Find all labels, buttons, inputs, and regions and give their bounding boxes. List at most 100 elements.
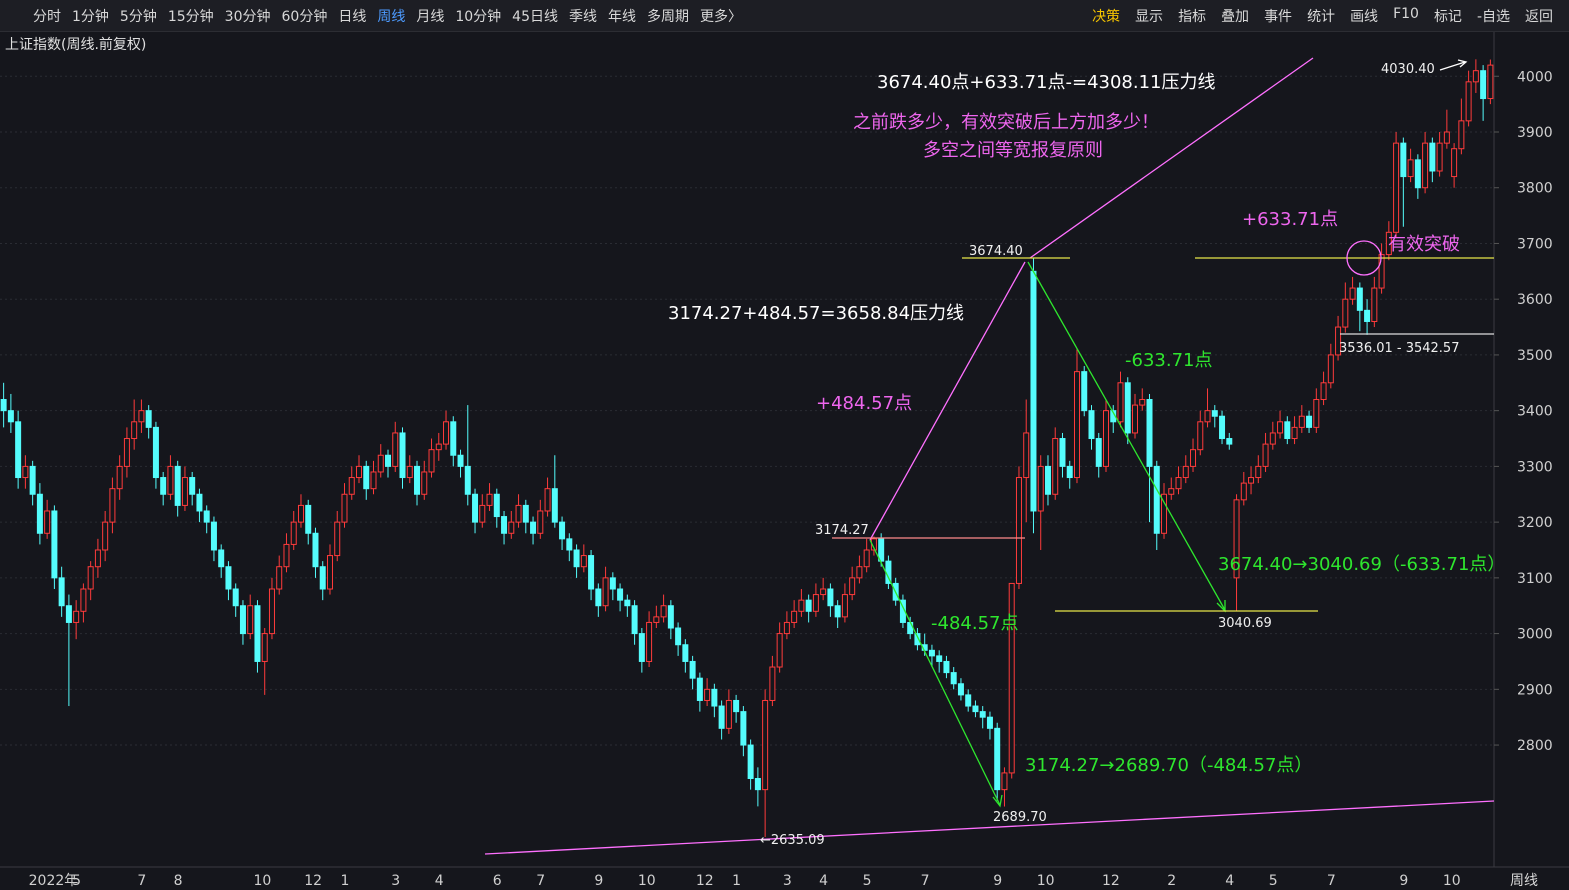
candle-body xyxy=(1269,432,1276,445)
candle-body xyxy=(36,493,43,534)
breakout-circle xyxy=(1346,240,1382,276)
candle-body xyxy=(65,605,72,623)
period-tab[interactable]: 季线 xyxy=(568,8,597,25)
y-tick-label: 3800 xyxy=(1517,181,1553,197)
candle-body xyxy=(1153,465,1160,534)
candle-body xyxy=(1073,371,1080,479)
candle-body xyxy=(631,605,638,635)
period-tab[interactable]: 分时 xyxy=(33,8,61,25)
tool-button[interactable]: 画线 xyxy=(1350,8,1379,25)
candle-body xyxy=(856,566,863,579)
candle-body xyxy=(1226,438,1233,445)
candle-body xyxy=(1095,438,1102,467)
candle-body xyxy=(994,727,1001,791)
candle-body xyxy=(1356,287,1363,311)
candle-body xyxy=(588,555,595,590)
period-tab[interactable]: 月线 xyxy=(416,8,445,25)
candle-body xyxy=(530,521,537,534)
toolbar: 分时 1分钟 5分钟 15分钟 30分钟 60分钟 日线 周线 月线 10分钟 45日线 季线 年线 多周… xyxy=(0,0,1569,32)
candle-body xyxy=(152,426,159,479)
candle-body xyxy=(1284,421,1291,440)
period-tab[interactable]: 15分钟 xyxy=(167,8,214,25)
candle-body xyxy=(189,477,196,495)
period-tab[interactable]: 10分钟 xyxy=(455,8,502,25)
candle-body xyxy=(725,699,732,729)
candle-body xyxy=(1364,309,1371,322)
candle-body xyxy=(1465,81,1472,122)
candle-body xyxy=(812,594,819,612)
candle-body xyxy=(181,477,188,506)
candle-body xyxy=(1436,142,1443,172)
candle-body xyxy=(805,599,812,612)
candle-body xyxy=(1335,326,1342,356)
candle-body xyxy=(595,588,602,607)
candle-body xyxy=(1480,70,1487,100)
x-tick-label: 9 xyxy=(1399,873,1408,889)
period-tab[interactable]: 更多〉 xyxy=(699,8,742,25)
candle-body xyxy=(1066,465,1073,479)
period-tab[interactable]: 周线 xyxy=(377,8,406,25)
period-tab[interactable]: 45日线 xyxy=(512,8,558,25)
candle-body xyxy=(537,510,544,534)
tool-button[interactable]: 标记 xyxy=(1433,8,1462,25)
candle-body xyxy=(1313,399,1320,428)
candle-body xyxy=(1139,399,1146,406)
y-tick-label: 3200 xyxy=(1517,515,1553,531)
x-tick-label: 2 xyxy=(1167,873,1176,889)
candle-body xyxy=(370,471,377,490)
candle-body xyxy=(87,566,94,590)
candle-body xyxy=(515,504,522,523)
candle-body xyxy=(1327,354,1334,384)
candle-body xyxy=(754,777,761,791)
period-tab[interactable]: 多周期 xyxy=(646,8,689,25)
tool-button[interactable]: 叠加 xyxy=(1221,8,1250,25)
candle-body xyxy=(109,488,116,523)
period-tab[interactable]: 年线 xyxy=(607,8,636,25)
candle-body xyxy=(609,577,616,590)
tool-button[interactable]: -自选 xyxy=(1476,8,1510,25)
candle-body xyxy=(355,465,362,479)
x-tick-label: 7 xyxy=(536,873,545,889)
tool-button[interactable]: F10 xyxy=(1393,5,1419,22)
tool-button[interactable]: 指标 xyxy=(1178,8,1207,25)
candle-body xyxy=(522,504,529,523)
annotation: 多空之间等宽报复原则 xyxy=(923,140,1103,161)
candle-body xyxy=(1233,499,1240,579)
candle-body xyxy=(464,465,471,495)
x-tick-label: 1 xyxy=(732,873,741,889)
x-tick-label: 10 xyxy=(1443,873,1461,889)
tool-button[interactable]: 决策 xyxy=(1092,8,1121,25)
candle-body xyxy=(247,605,254,635)
candle-body xyxy=(305,504,312,534)
candle-body xyxy=(1161,493,1168,534)
annotation: 有效突破 xyxy=(1388,234,1460,255)
y-tick-label: 3900 xyxy=(1517,125,1553,141)
candle-body xyxy=(580,555,587,568)
tool-button[interactable]: 事件 xyxy=(1264,8,1293,25)
tool-button[interactable]: 显示 xyxy=(1135,8,1164,25)
candle-body xyxy=(457,454,464,467)
period-tab[interactable]: 5分钟 xyxy=(119,8,157,25)
period-tab[interactable]: 30分钟 xyxy=(224,8,271,25)
candle-body xyxy=(341,493,348,523)
candle-body xyxy=(667,605,674,629)
candle-body xyxy=(1277,421,1284,434)
candle-body xyxy=(1458,120,1465,150)
candle-body xyxy=(776,633,783,668)
candle-body xyxy=(334,521,341,557)
period-tab[interactable]: 1分钟 xyxy=(72,8,109,25)
candle-body xyxy=(1081,371,1088,412)
x-tick-label: 8 xyxy=(174,873,183,889)
candle-body xyxy=(399,432,406,479)
candle-body xyxy=(798,599,805,612)
trend-line xyxy=(1027,261,1226,611)
period-tab[interactable]: 日线 xyxy=(338,8,367,25)
candle-body xyxy=(769,666,776,701)
tool-button[interactable]: 返回 xyxy=(1525,8,1553,25)
period-tab[interactable]: 60分钟 xyxy=(281,8,328,25)
candle-body xyxy=(928,649,935,657)
tool-button[interactable]: 统计 xyxy=(1307,8,1336,25)
candle-body xyxy=(123,438,130,467)
x-tick-label: 2022年 xyxy=(29,873,79,889)
